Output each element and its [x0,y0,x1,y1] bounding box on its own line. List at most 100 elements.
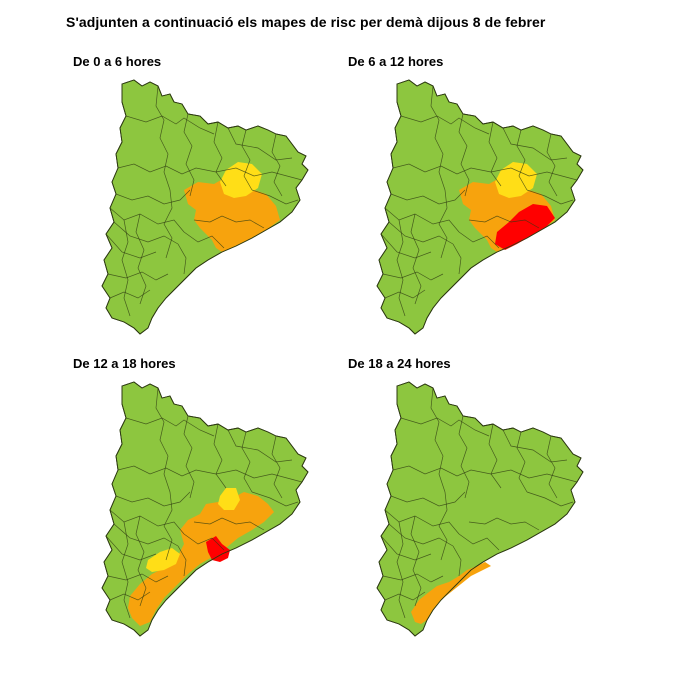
county-border [400,417,490,437]
county-border [458,533,500,551]
county-border [251,491,299,507]
county-border [113,523,179,547]
county-border [392,465,492,477]
county-border [380,535,432,561]
county-border [502,127,568,161]
county-border [430,387,446,493]
panel-label: De 12 a 18 hores [73,356,176,371]
risk-zone-yellow [146,548,180,572]
county-border [390,189,466,205]
county-border [135,213,147,305]
county-border [227,429,293,463]
county-border [390,491,466,507]
county-border [113,221,179,245]
county-border [382,271,444,281]
county-border [125,115,215,135]
county-border [115,189,191,205]
county-border [430,85,446,191]
county-border [183,533,225,551]
risk-zone-red [495,204,555,250]
county-border [458,415,470,499]
county-border [109,509,185,535]
risk-zone-yellow [218,488,240,510]
county-border [438,491,448,561]
county-border [183,231,225,249]
county-border [410,515,422,607]
county-border [384,207,460,233]
county-border [183,113,195,197]
risk-zone-red [206,536,230,562]
county-border [384,509,460,535]
county-border [213,423,227,489]
county-border [396,521,406,619]
county-border [105,233,157,259]
county-border [452,243,462,275]
county-border [452,545,462,577]
county-border [384,289,426,299]
panel-label: De 18 a 24 hores [348,356,451,371]
county-border [516,129,528,191]
county-border [109,289,151,299]
county-border [105,535,157,561]
county-border [546,133,558,197]
county-border [107,271,169,281]
map-panel-18-24: De 18 a 24 hores [341,356,631,656]
panel-label: De 0 a 6 hores [73,54,162,69]
county-border [490,469,578,483]
catalonia-risk-map [101,381,309,637]
county-border [121,219,131,317]
county-border [107,573,169,583]
county-border [546,435,558,499]
county-border [458,113,470,197]
county-border [271,133,283,197]
county-border [392,163,492,175]
catalonia-outline [376,381,584,637]
catalonia-outline [101,79,309,335]
county-border [251,189,299,205]
county-border [526,189,574,205]
county-border [125,417,215,437]
county-border [488,121,502,187]
county-border [163,491,173,561]
county-border [396,219,406,317]
county-border [193,517,265,531]
county-border [410,213,422,305]
county-border [271,435,283,499]
county-border [468,215,540,229]
county-border [488,423,502,489]
county-border [117,163,217,175]
panel-label: De 6 a 12 hores [348,54,444,69]
county-border [215,167,303,181]
map-panel-6-12: De 6 a 12 hores [341,54,631,354]
catalonia-outline [376,79,584,335]
risk-zone-orange [411,562,491,624]
map-panel-12-18: De 12 a 18 hores [66,356,356,656]
county-border [135,515,147,607]
county-border [458,231,500,249]
catalonia-risk-map [376,381,584,637]
county-border [109,207,185,233]
risk-zone-orange [128,492,274,626]
county-border [388,523,454,547]
county-border [384,591,426,601]
county-border [215,469,303,483]
county-border [177,545,187,577]
county-border [183,415,195,499]
county-border [227,127,293,161]
county-border [115,491,191,507]
county-border [177,243,187,275]
page-title: S'adjunten a continuació els mapes de ri… [66,14,546,30]
county-border [155,387,171,493]
county-border [241,129,253,191]
county-border [380,233,432,259]
county-border [213,121,227,187]
county-border [117,465,217,477]
county-border [241,431,253,493]
county-border [502,429,568,463]
county-border [163,189,173,259]
catalonia-risk-map [101,79,309,335]
county-border [109,591,151,601]
county-border [155,85,171,191]
county-border [438,189,448,259]
county-border [193,215,265,229]
